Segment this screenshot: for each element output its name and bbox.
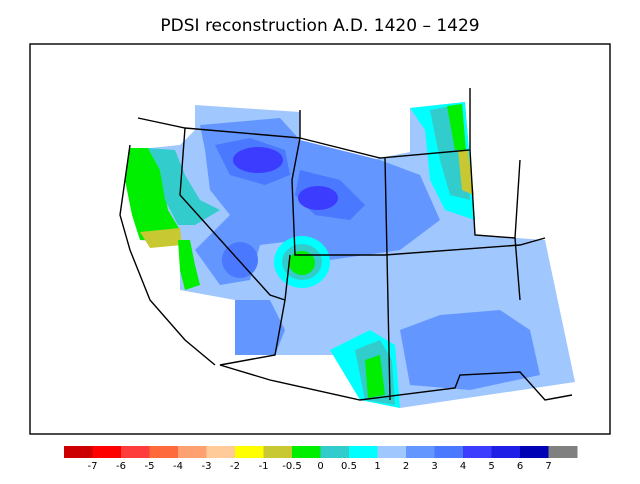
colorbar-tick-label: -3 — [202, 461, 212, 472]
colorbar-tick-label: -1 — [259, 461, 269, 472]
colorbar-swatch — [406, 446, 435, 458]
field-green-coast — [125, 148, 180, 240]
boundary — [299, 88, 471, 159]
colorbar-swatch — [377, 446, 407, 458]
colorbar-tick-label: -4 — [173, 461, 183, 472]
colorbar-swatch — [548, 446, 578, 458]
colorbar-swatch — [263, 446, 293, 458]
colorbar-swatch — [349, 446, 378, 458]
field-green-strip — [178, 240, 200, 290]
map-title: PDSI reconstruction A.D. 1420 – 1429 — [160, 16, 479, 36]
colorbar-tick-label: -5 — [145, 461, 155, 472]
coast — [119, 144, 216, 366]
boundary — [137, 110, 301, 139]
boundary — [384, 157, 391, 401]
colorbar-swatch — [320, 446, 350, 458]
colorbar-swatch — [235, 446, 264, 458]
colorbar-tick-label: 7 — [545, 461, 551, 472]
field-medium-blue-south — [400, 310, 540, 390]
field-green-south — [365, 355, 385, 398]
colorbar-swatch — [92, 446, 122, 458]
field-green-east — [447, 104, 466, 150]
field-olive-coast — [140, 228, 182, 248]
field-olive-east — [458, 150, 474, 195]
colorbar-tick-label: 5 — [488, 461, 494, 472]
colorbar-tick-label: 0 — [317, 461, 323, 472]
colorbar: -7 -6 -5 -4 -3 -2 -1 -0.5 0 0.5 1 2 3 4 5 6 7 — [64, 446, 578, 472]
colorbar-swatch — [121, 446, 150, 458]
colorbar-tick-label: 3 — [431, 461, 437, 472]
colorbar-swatch — [64, 446, 93, 458]
field-dark-blue-2 — [298, 186, 338, 210]
boundary — [514, 237, 521, 301]
boundary — [291, 137, 546, 256]
boundary — [179, 127, 286, 301]
boundary — [469, 149, 521, 239]
colorbar-tick-label: -7 — [88, 461, 98, 472]
colorbar-tick-label: 1 — [374, 461, 380, 472]
colorbar-swatch — [206, 446, 236, 458]
field-green-blob — [289, 251, 315, 275]
colorbar-tick-label: 4 — [460, 461, 466, 472]
colorbar-tick-label: -0.5 — [282, 461, 302, 472]
colorbar-swatch — [463, 446, 492, 458]
colorbar-swatch — [178, 446, 207, 458]
boundary — [219, 254, 573, 401]
field-dark-blue — [233, 147, 283, 173]
colorbar-tick-label: 0.5 — [341, 461, 357, 472]
map — [29, 43, 611, 435]
field-medium-blue-sw — [235, 300, 285, 355]
colorbar-swatch — [520, 446, 549, 458]
colorbar-swatch — [434, 446, 464, 458]
colorbar-tick-label: -2 — [230, 461, 240, 472]
field-teal-coast — [148, 148, 220, 225]
colorbar-tick-label: -6 — [116, 461, 126, 472]
colorbar-swatch — [491, 446, 521, 458]
colorbar-tick-label: 6 — [517, 461, 523, 472]
colorbar-swatch — [149, 446, 179, 458]
colorbar-tick-label: 2 — [403, 461, 409, 472]
colorbar-swatch — [292, 446, 321, 458]
